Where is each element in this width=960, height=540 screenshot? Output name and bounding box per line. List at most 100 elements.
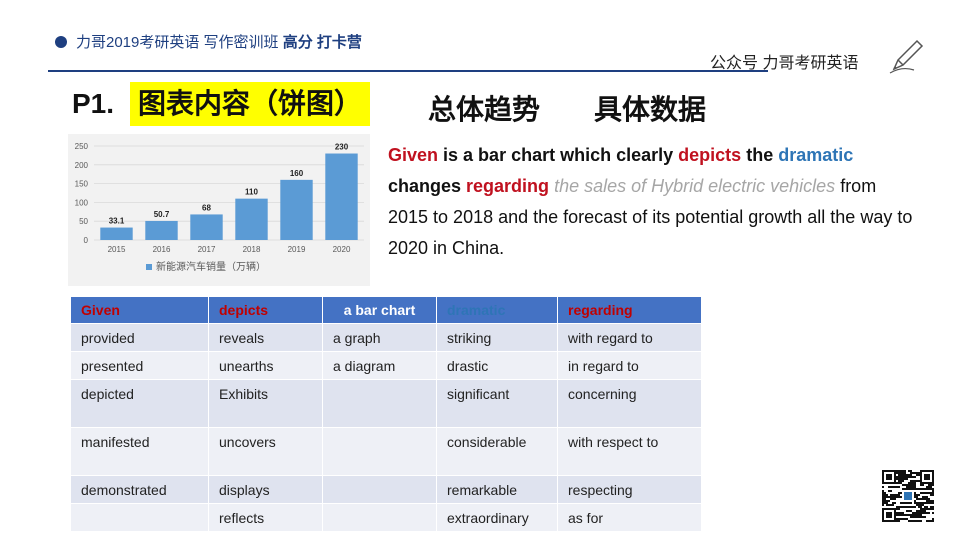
qr-module	[890, 490, 892, 492]
qr-module	[898, 476, 900, 478]
qr-module	[916, 512, 918, 514]
bar	[100, 227, 133, 240]
qr-module	[888, 500, 890, 502]
qr-module	[918, 494, 920, 496]
y-tick-label: 0	[84, 236, 89, 245]
qr-module	[892, 504, 894, 506]
qr-module	[886, 474, 892, 480]
qr-module	[930, 500, 932, 502]
qr-module	[918, 474, 920, 476]
qr-module	[906, 478, 908, 480]
qr-module	[918, 516, 920, 518]
qr-module	[892, 486, 894, 488]
qr-module	[902, 472, 904, 474]
qr-module	[908, 506, 910, 508]
qr-module	[932, 484, 934, 486]
qr-module	[902, 478, 904, 480]
qr-module	[930, 484, 932, 486]
qr-module	[910, 472, 912, 474]
qr-module	[916, 516, 918, 518]
qr-module	[922, 488, 924, 490]
qr-module	[926, 496, 928, 498]
qr-module	[920, 498, 922, 500]
qr-module	[918, 512, 920, 514]
qr-module	[912, 516, 914, 518]
qr-module	[898, 512, 900, 514]
qr-module	[882, 494, 884, 496]
qr-module	[910, 520, 912, 522]
qr-module	[904, 506, 906, 508]
qr-module	[882, 496, 884, 498]
bar	[235, 198, 268, 240]
qr-module	[900, 472, 902, 474]
qr-module	[930, 502, 932, 504]
qr-module	[922, 516, 924, 518]
course-title-bold: 高分 打卡营	[282, 34, 362, 51]
y-tick-label: 100	[75, 198, 89, 207]
qr-module	[918, 472, 920, 474]
qr-module	[902, 514, 904, 516]
qr-module	[884, 500, 886, 502]
qr-module	[918, 480, 920, 482]
qr-module	[898, 478, 900, 480]
qr-module	[914, 516, 916, 518]
para-text-clearly: clearly	[616, 145, 674, 165]
header-depicts: depicts	[208, 296, 323, 324]
qr-module	[918, 502, 920, 504]
keyword-dramatic: dramatic	[778, 145, 854, 165]
x-tick-label: 2019	[288, 245, 306, 254]
table-cell: as for	[557, 503, 702, 532]
qr-module	[914, 492, 916, 494]
qr-module	[904, 478, 906, 480]
qr-module	[912, 480, 914, 482]
qr-module	[926, 500, 928, 502]
qr-module	[886, 512, 892, 518]
qr-module	[926, 502, 928, 504]
qr-module	[924, 488, 926, 490]
qr-module	[882, 502, 884, 504]
qr-module	[930, 492, 932, 494]
qr-module	[904, 502, 906, 504]
qr-module	[914, 488, 916, 490]
qr-module	[910, 502, 912, 504]
qr-module	[900, 478, 902, 480]
qr-module	[916, 474, 918, 476]
qr-module	[902, 518, 904, 520]
table-cell: significant	[436, 379, 558, 428]
qr-module	[926, 506, 928, 508]
qr-module	[914, 506, 916, 508]
qr-module	[890, 486, 892, 488]
qr-module	[900, 518, 902, 520]
table-cell: demonstrated	[70, 475, 209, 504]
qr-module	[926, 488, 928, 490]
qr-module	[918, 498, 920, 500]
qr-module	[918, 514, 920, 516]
qr-module	[930, 508, 932, 510]
qr-module	[920, 506, 922, 508]
qr-module	[916, 480, 918, 482]
qr-module	[924, 502, 926, 504]
qr-module	[916, 496, 918, 498]
qr-module	[930, 488, 932, 490]
qr-module	[932, 490, 934, 492]
qr-module	[882, 490, 884, 492]
table-cell	[322, 475, 437, 504]
qr-module	[914, 480, 916, 482]
para-text-4: from 2015 to 2018 and the forecast of it…	[388, 176, 913, 258]
qr-module	[882, 504, 884, 506]
qr-module	[906, 474, 908, 476]
qr-module	[920, 512, 922, 514]
qr-module	[922, 512, 924, 514]
qr-module	[926, 492, 928, 494]
qr-module	[930, 506, 932, 508]
table-cell: with respect to	[557, 427, 702, 476]
qr-module	[882, 498, 884, 500]
qr-module	[914, 512, 916, 514]
qr-module	[928, 512, 930, 514]
header-regarding: regarding	[557, 296, 702, 324]
qr-module	[926, 498, 928, 500]
table-row: depicted Exhibits significant concerning	[70, 379, 702, 428]
qr-module	[886, 502, 888, 504]
title-highlight: 图表内容（饼图）	[130, 82, 371, 126]
qr-module	[914, 514, 916, 516]
